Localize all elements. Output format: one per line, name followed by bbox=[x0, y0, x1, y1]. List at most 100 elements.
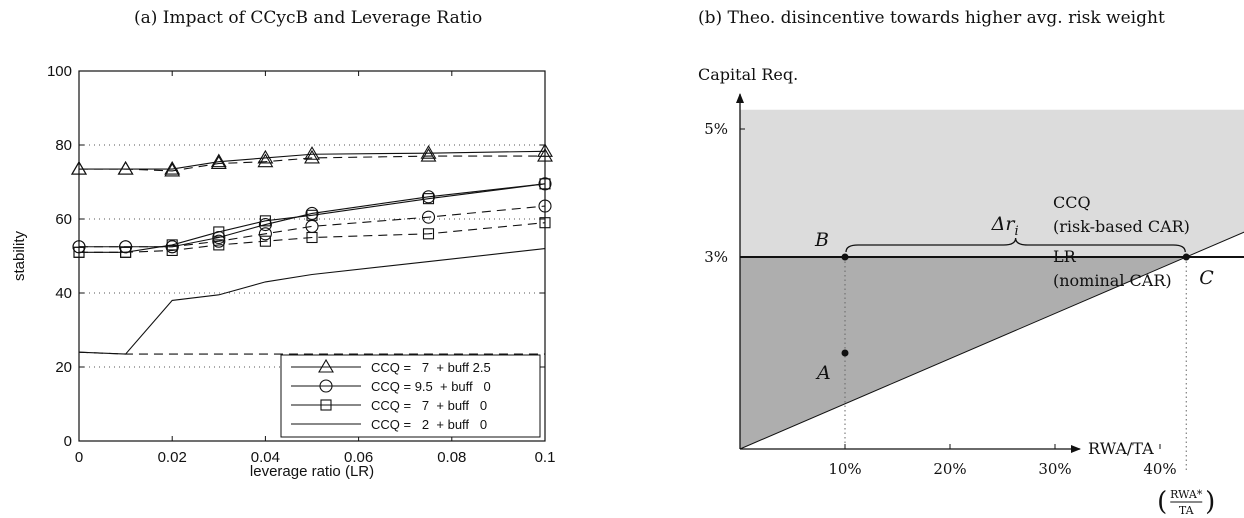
series-triangle-dashed bbox=[71, 148, 553, 177]
series-line bbox=[79, 222, 546, 253]
series-none-solid bbox=[78, 248, 546, 355]
y-axis-label: stability bbox=[11, 230, 28, 281]
rwa-star-tick-label: ( ) RWA* TA bbox=[1157, 487, 1215, 517]
x-tick-label: 0.04 bbox=[251, 449, 280, 466]
lr-label: LR bbox=[1053, 247, 1077, 266]
legend-label: CCQ = 2 + buff 0 bbox=[371, 417, 487, 432]
series-line bbox=[79, 183, 546, 248]
paren-close: ) bbox=[1205, 487, 1215, 517]
data-point bbox=[210, 153, 227, 168]
paren-open: ( bbox=[1157, 487, 1167, 517]
data-point bbox=[166, 244, 178, 256]
region-light bbox=[740, 109, 1244, 257]
data-point bbox=[305, 206, 319, 220]
point-c bbox=[1182, 253, 1190, 261]
y-ticks: 3% 5% bbox=[704, 120, 745, 266]
legend-marker bbox=[320, 399, 332, 411]
legend-marker bbox=[318, 358, 334, 373]
x-tick-label: 40% bbox=[1143, 460, 1176, 478]
x-tick-label: 0.06 bbox=[344, 449, 373, 466]
panel-a-title: (a) Impact of CCycB and Leverage Ratio bbox=[134, 8, 483, 28]
legend-box bbox=[280, 354, 541, 438]
y-tick-label: 60 bbox=[55, 211, 72, 228]
label-b: B bbox=[814, 229, 829, 251]
y-tick-label: 100 bbox=[47, 63, 72, 80]
series-line bbox=[79, 150, 546, 170]
x-tick-label: 0.1 bbox=[535, 449, 556, 466]
data-point bbox=[257, 149, 274, 164]
ccq-label: CCQ bbox=[1053, 193, 1091, 212]
x-tick-label: 0.02 bbox=[158, 449, 187, 466]
point-b bbox=[841, 253, 849, 261]
data-point bbox=[164, 160, 181, 175]
data-point bbox=[420, 148, 437, 162]
y-tick-label: 20 bbox=[55, 359, 72, 376]
delta-symbol: Δr bbox=[991, 213, 1017, 235]
delta-label: Δri bbox=[991, 213, 1019, 239]
legend-marker bbox=[319, 379, 333, 393]
data-point bbox=[165, 240, 179, 254]
stability-chart: 0 0.02 0.04 0.06 0.08 0.1 0 20 40 60 80 100 levera… bbox=[11, 63, 555, 480]
data-point bbox=[304, 149, 320, 164]
data-point bbox=[304, 146, 320, 160]
y-ticks: 0 20 40 60 80 100 bbox=[47, 63, 545, 450]
series-line bbox=[79, 155, 545, 172]
data-point bbox=[117, 160, 134, 175]
delta-brace bbox=[845, 237, 1186, 253]
data-point bbox=[210, 155, 227, 170]
series-square-solid bbox=[73, 178, 551, 258]
series-line bbox=[78, 351, 545, 355]
x-ticks: 10%20%30%40%50% bbox=[828, 444, 1177, 478]
x-axis-label: leverage ratio (LR) bbox=[250, 463, 374, 480]
data-point bbox=[258, 227, 272, 241]
point-a bbox=[841, 349, 849, 357]
ccq-line bbox=[739, 231, 1244, 450]
y-tick-label: 5% bbox=[704, 120, 728, 138]
legend-label: CCQ = 7 + buff 0 bbox=[371, 398, 487, 413]
legend-label: CCQ = 7 + buff 2.5 bbox=[371, 360, 491, 375]
data-point bbox=[257, 153, 274, 168]
data-point bbox=[213, 226, 225, 238]
y-axis-label: Capital Req. bbox=[698, 65, 798, 84]
series-line bbox=[79, 205, 546, 248]
data-point bbox=[259, 235, 271, 247]
data-point bbox=[258, 218, 272, 232]
series-line bbox=[78, 248, 546, 355]
x-tick-label: 0 bbox=[75, 449, 83, 466]
data-point bbox=[422, 228, 435, 240]
data-point bbox=[420, 145, 437, 159]
y-tick-label: 0 bbox=[64, 433, 72, 450]
series-layer bbox=[71, 143, 553, 355]
legend: CCQ = 7 + buff 2.5 CCQ = 9.5 + buff 0 CCQ … bbox=[280, 354, 541, 438]
y-tick-label: 40 bbox=[55, 285, 72, 302]
x-tick-label: 10% bbox=[828, 460, 861, 478]
fraction-numerator: RWA* bbox=[1170, 488, 1203, 501]
data-point bbox=[421, 190, 436, 204]
data-point bbox=[164, 162, 181, 177]
label-a: A bbox=[815, 362, 831, 384]
capital-requirement-diagram: 10%20%30%40%50% 3%5% Capital Req. RWA/TA… bbox=[698, 65, 1244, 517]
data-point bbox=[117, 160, 134, 175]
x-ticks: 0 0.02 0.04 0.06 0.08 0.1 bbox=[75, 71, 556, 466]
ccq-sublabel: (risk-based CAR) bbox=[1053, 217, 1190, 236]
data-point bbox=[306, 231, 318, 244]
plot-frame bbox=[78, 70, 546, 442]
lr-sublabel: (nominal CAR) bbox=[1053, 271, 1172, 290]
fraction-denominator: TA bbox=[1179, 504, 1195, 517]
data-point bbox=[120, 246, 132, 258]
x-axis-label: RWA/TA bbox=[1088, 439, 1154, 458]
series-line bbox=[79, 183, 546, 253]
data-point bbox=[213, 239, 225, 251]
data-point bbox=[306, 209, 318, 221]
x-tick-label: 30% bbox=[1038, 460, 1071, 478]
data-point bbox=[212, 234, 226, 248]
data-point bbox=[305, 219, 319, 233]
x-tick-label: 0.08 bbox=[437, 449, 466, 466]
delta-subscript: i bbox=[1014, 224, 1018, 239]
x-tick-label: 20% bbox=[933, 460, 966, 478]
data-point bbox=[421, 210, 436, 224]
legend-label: CCQ = 9.5 + buff 0 bbox=[371, 379, 491, 394]
y-tick-label: 3% bbox=[704, 248, 728, 266]
panel-b-title: (b) Theo. disincentive towards higher av… bbox=[698, 8, 1165, 28]
series-none-dashed bbox=[78, 351, 545, 355]
